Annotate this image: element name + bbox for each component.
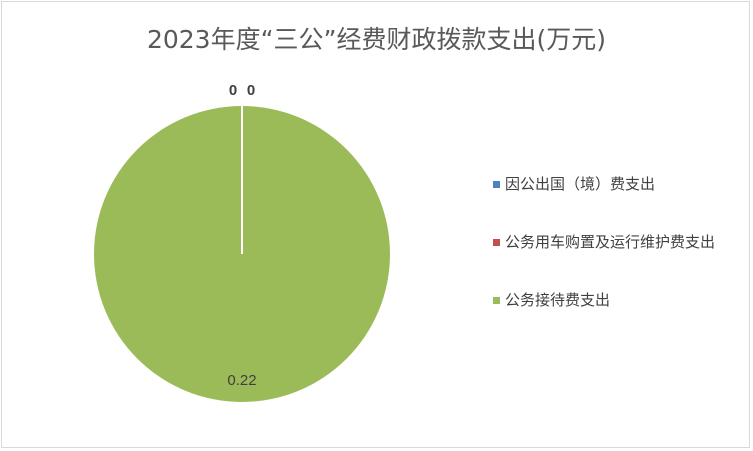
legend-item-0: 因公出国（境）费支出 [493, 172, 743, 196]
legend-label-0: 因公出国（境）费支出 [505, 175, 656, 193]
data-label-2: 0.22 [227, 372, 256, 389]
chart-title: 2023年度“三公”经费财政拨款支出(万元) [146, 25, 607, 54]
legend-swatch-0 [493, 181, 500, 188]
legend-item-1: 公务用车购置及运行维护费支出 [493, 230, 748, 254]
data-label-1: 0 [247, 82, 255, 99]
data-label-0: 0 [229, 82, 237, 99]
legend-swatch-2 [493, 297, 500, 304]
legend-swatch-1 [493, 239, 500, 246]
legend-item-2: 公务接待费支出 [493, 288, 743, 312]
legend-label-1: 公务用车购置及运行维护费支出 [505, 233, 716, 251]
legend-label-2: 公务接待费支出 [505, 291, 611, 309]
